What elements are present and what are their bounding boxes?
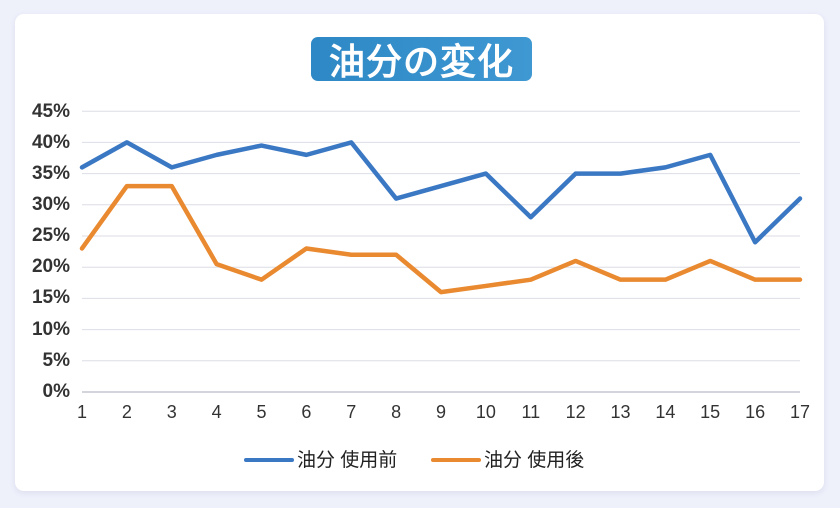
svg-text:45%: 45%	[32, 101, 70, 122]
svg-text:3: 3	[167, 402, 177, 422]
svg-text:油分 使用前: 油分 使用前	[297, 449, 397, 471]
svg-text:5%: 5%	[43, 350, 71, 371]
svg-text:14: 14	[655, 402, 675, 422]
svg-text:13: 13	[610, 402, 630, 422]
svg-text:25%: 25%	[32, 225, 70, 246]
svg-text:16: 16	[745, 402, 765, 422]
svg-text:10%: 10%	[32, 319, 70, 340]
svg-text:20%: 20%	[32, 256, 70, 277]
svg-text:1: 1	[77, 402, 87, 422]
svg-text:15: 15	[700, 402, 720, 422]
svg-text:0%: 0%	[43, 381, 71, 402]
svg-text:8: 8	[391, 402, 401, 422]
svg-text:15%: 15%	[32, 287, 70, 308]
svg-text:30%: 30%	[32, 194, 70, 215]
svg-text:5: 5	[256, 402, 266, 422]
svg-text:10: 10	[476, 402, 496, 422]
svg-text:12: 12	[566, 402, 586, 422]
svg-text:40%: 40%	[32, 132, 70, 153]
svg-text:油分 使用後: 油分 使用後	[484, 449, 584, 471]
svg-text:9: 9	[436, 402, 446, 422]
svg-text:7: 7	[346, 402, 356, 422]
svg-text:11: 11	[521, 402, 540, 422]
svg-text:4: 4	[212, 402, 222, 422]
svg-text:35%: 35%	[32, 163, 70, 184]
svg-text:17: 17	[790, 402, 810, 422]
svg-text:2: 2	[122, 402, 132, 422]
svg-text:6: 6	[301, 402, 311, 422]
